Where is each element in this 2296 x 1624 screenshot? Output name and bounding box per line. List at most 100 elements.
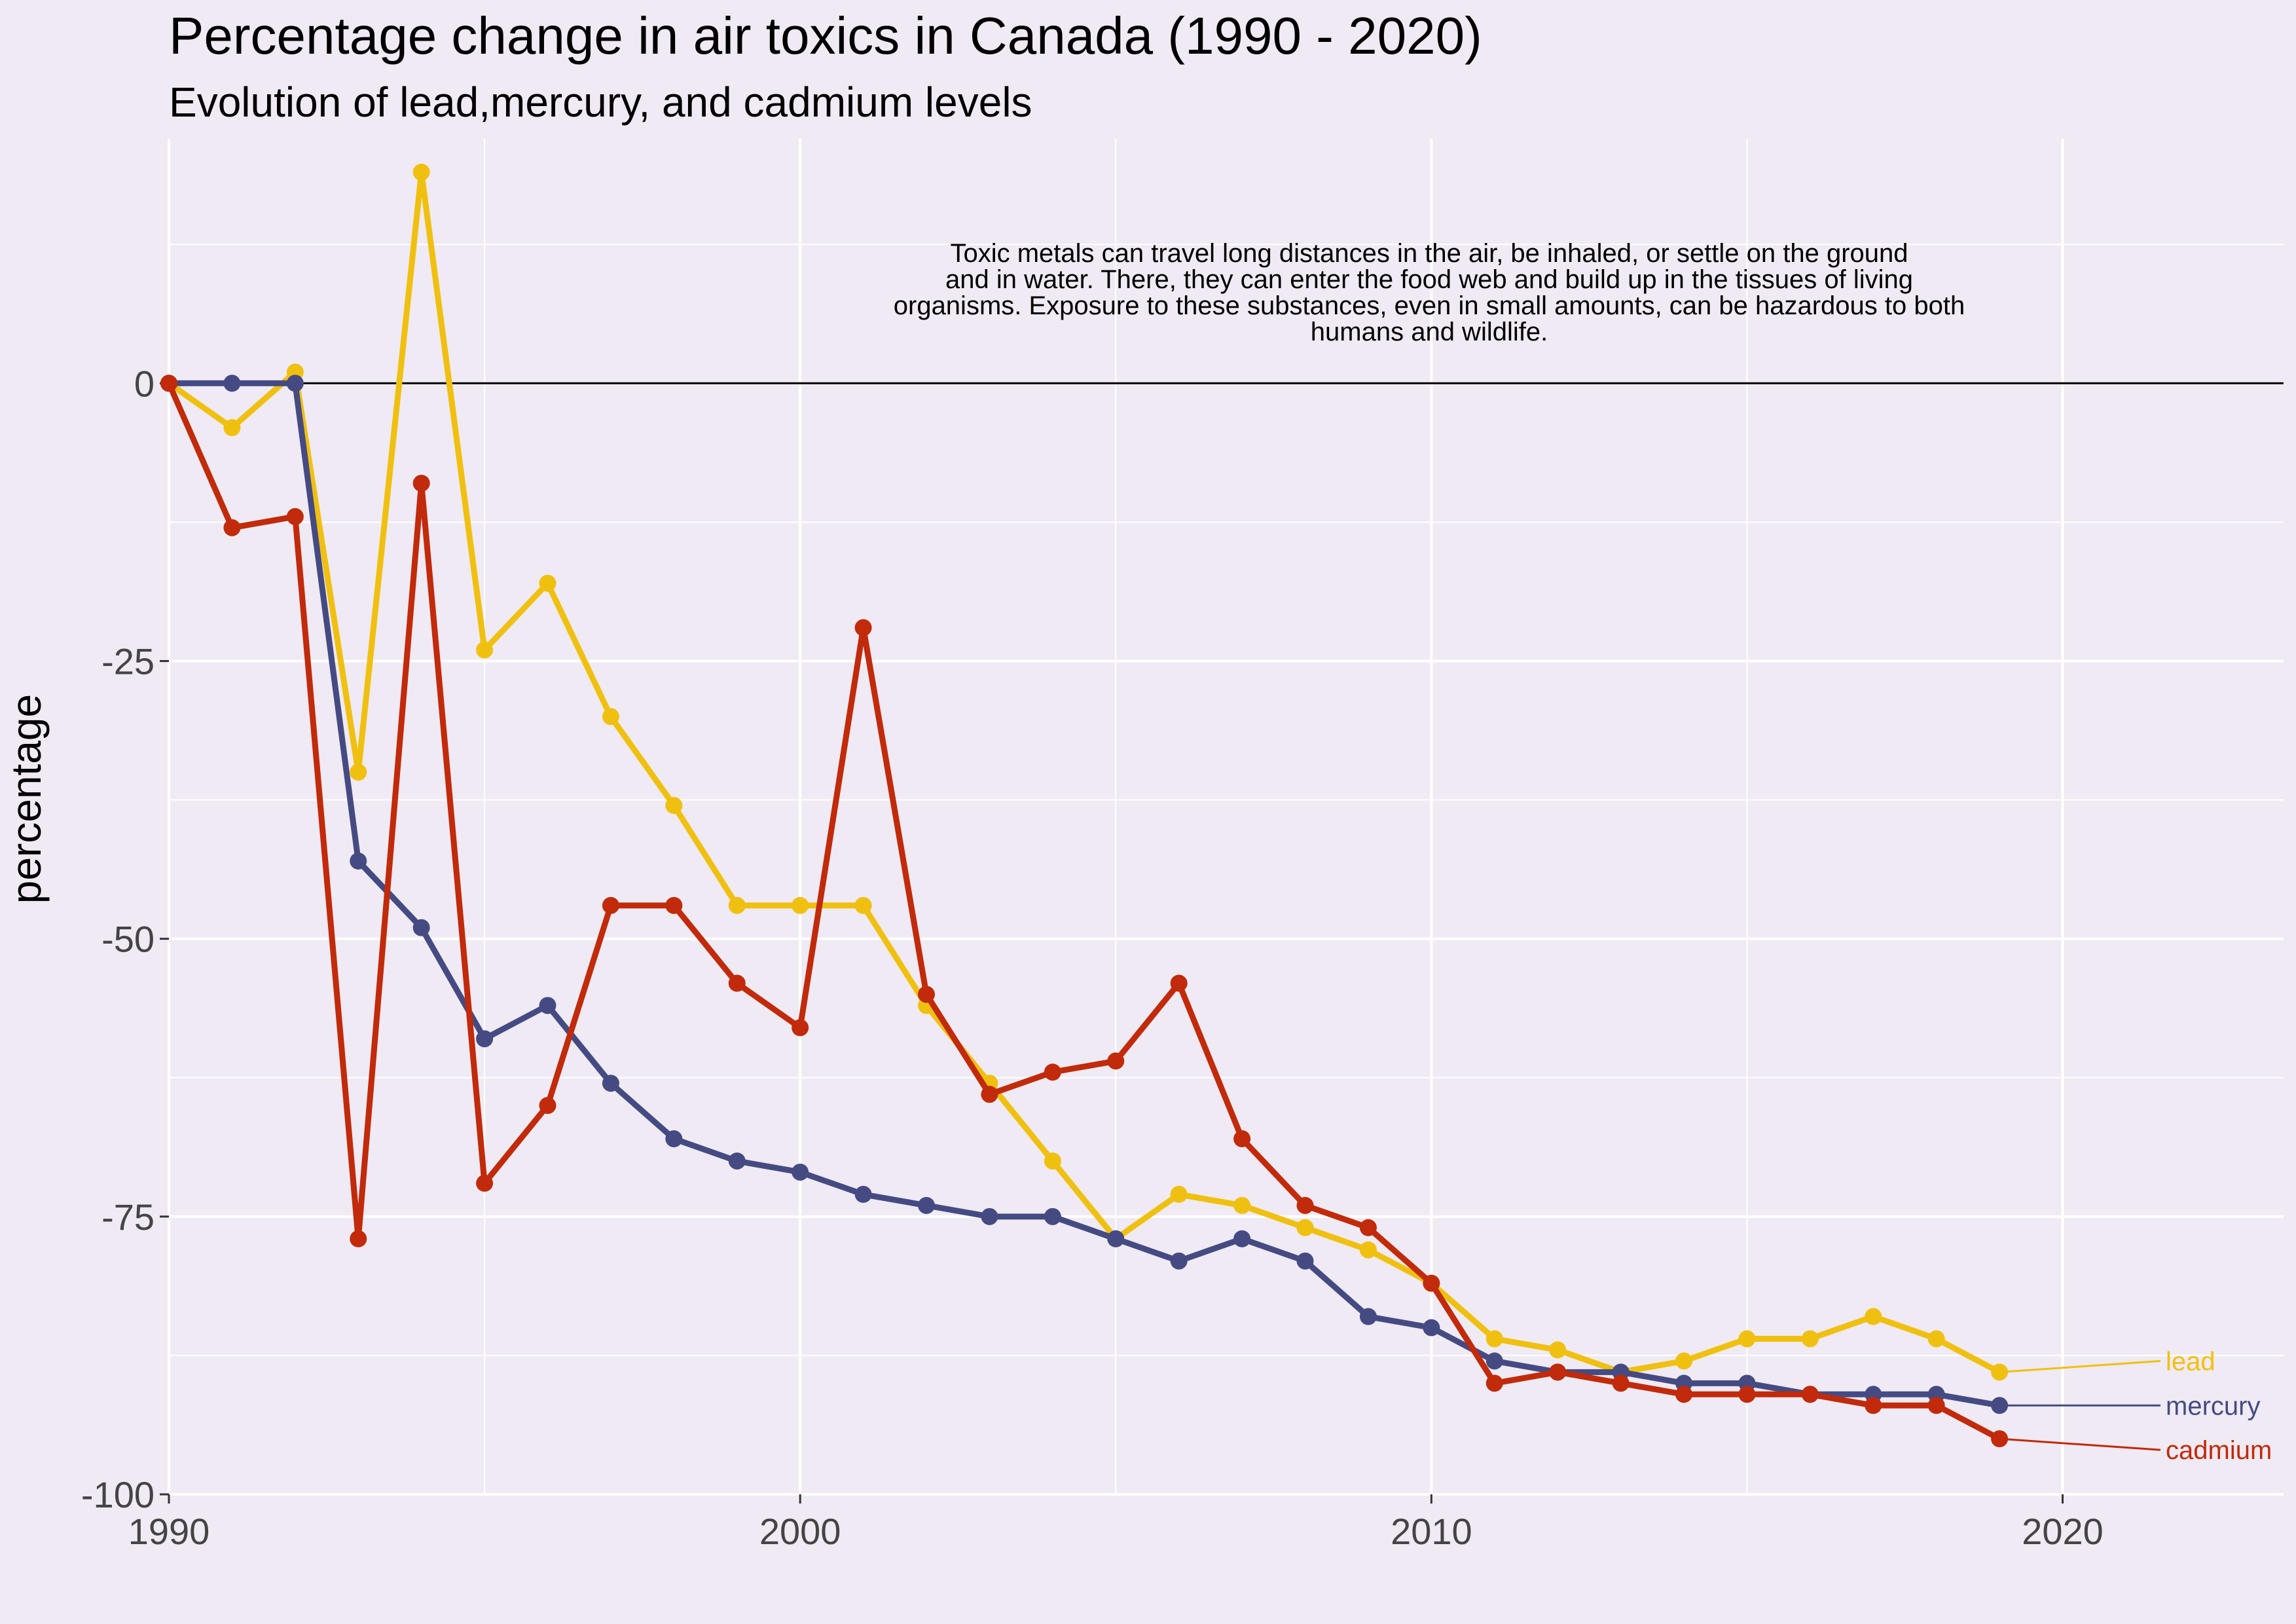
cadmium-point (728, 974, 746, 992)
y-tick-label: -50 (101, 919, 155, 960)
mercury-point (665, 1130, 683, 1148)
cadmium-point (1170, 974, 1188, 992)
series-lines (160, 163, 2009, 1448)
lead-leader-line (1999, 1359, 2161, 1373)
mercury-point (854, 1185, 872, 1203)
mercury-line (166, 380, 2003, 1409)
cadmium-point (412, 474, 430, 492)
lead-point (854, 896, 872, 914)
annotation-line: Toxic metals can travel long distances i… (950, 239, 1908, 268)
mercury-point (728, 1152, 746, 1170)
cadmium-point (981, 1086, 998, 1103)
series-cadmium (160, 375, 2009, 1448)
cadmium-point (1612, 1375, 1630, 1392)
mercury-end-label: mercury (2166, 1392, 2260, 1420)
mercury-point (539, 997, 556, 1014)
lead-point (1675, 1352, 1693, 1370)
annotation-line: humans and wildlife. (1311, 318, 1548, 346)
x-tick-label: 2010 (1391, 1511, 1472, 1552)
mercury-point (918, 1196, 936, 1214)
annotation-line: organisms. Exposure to these substances,… (894, 291, 1965, 320)
cadmium-point (918, 986, 936, 1003)
lead-point (1233, 1196, 1251, 1214)
mercury-point (412, 919, 430, 936)
mercury-point (792, 1163, 809, 1181)
mercury-point (1107, 1230, 1125, 1247)
axis-ticks: 1990 2000 2010 2020 0 -25 -50 -75 -100 (81, 363, 2104, 1552)
mercury-point (1044, 1208, 1061, 1225)
lead-point (1485, 1330, 1503, 1348)
chart-title: Percentage change in air toxics in Canad… (169, 7, 1482, 65)
cadmium-point (223, 519, 241, 536)
cadmium-point (1423, 1274, 1440, 1292)
cadmium-point (1675, 1386, 1693, 1403)
chart-subtitle: Evolution of lead,mercury, and cadmium l… (169, 79, 1032, 126)
mercury-point (476, 1030, 494, 1048)
cadmium-point (1296, 1196, 1314, 1214)
lead-point (1549, 1341, 1567, 1359)
cadmium-line (166, 380, 2003, 1442)
lead-point (728, 896, 746, 914)
cadmium-point (1738, 1386, 1756, 1403)
lead-point (1865, 1308, 1882, 1325)
cadmium-point (854, 619, 872, 637)
cadmium-point (476, 1174, 494, 1192)
series-lead (160, 163, 2009, 1381)
mercury-point (286, 375, 304, 392)
cadmium-point (1359, 1219, 1377, 1236)
cadmium-point (665, 896, 683, 914)
mercury-point (1485, 1352, 1503, 1370)
y-tick-label: -75 (101, 1196, 155, 1238)
lead-point (1359, 1241, 1377, 1259)
cadmium-point (602, 896, 619, 914)
y-tick-label: -100 (81, 1474, 155, 1515)
y-tick-label: -25 (101, 640, 155, 682)
lead-point (223, 419, 241, 437)
cadmium-point (539, 1097, 556, 1115)
grid (168, 139, 2284, 1496)
mercury-point (602, 1075, 619, 1092)
cadmium-leader-line (1999, 1437, 2161, 1451)
mercury-point (1170, 1252, 1188, 1270)
cadmium-point (286, 507, 304, 525)
cadmium-point (1044, 1063, 1061, 1081)
lead-point (1927, 1330, 1945, 1348)
cadmium-point (1107, 1052, 1125, 1070)
y-tick-label: 0 (134, 363, 155, 404)
cadmium-point (1485, 1375, 1503, 1392)
lead-point (412, 163, 430, 181)
lead-point (1044, 1152, 1061, 1170)
lead-line (166, 169, 2003, 1375)
lead-end-label: lead (2166, 1347, 2215, 1376)
lead-point (1170, 1185, 1188, 1203)
mercury-point (1296, 1252, 1314, 1270)
lead-point (1296, 1219, 1314, 1236)
series-mercury (160, 375, 2009, 1414)
cadmium-point (350, 1230, 367, 1247)
mercury-point (350, 852, 367, 870)
x-tick-label: 1990 (128, 1511, 210, 1552)
lead-point (350, 764, 367, 781)
lead-point (602, 708, 619, 726)
y-axis-label: percentage (3, 694, 50, 904)
lead-point (792, 896, 809, 914)
cadmium-point (1927, 1397, 1945, 1414)
mercury-point (1233, 1230, 1251, 1247)
annotation: Toxic metals can travel long distances i… (894, 239, 1965, 346)
mercury-point (981, 1208, 998, 1225)
x-tick-label: 2020 (2022, 1511, 2104, 1552)
cadmium-point (160, 375, 177, 392)
cadmium-point (1865, 1397, 1882, 1414)
lead-point (665, 797, 683, 815)
x-tick-label: 2000 (759, 1511, 841, 1552)
mercury-point (1359, 1308, 1377, 1325)
series-end-labels: lead mercury cadmium (1999, 1347, 2272, 1465)
mercury-point (223, 375, 241, 392)
cadmium-end-label: cadmium (2166, 1436, 2272, 1465)
cadmium-point (1801, 1386, 1819, 1403)
mercury-point (1423, 1319, 1440, 1337)
annotation-line: and in water. There, they can enter the … (945, 265, 1913, 294)
lead-point (1801, 1330, 1819, 1348)
cadmium-point (1549, 1363, 1567, 1381)
